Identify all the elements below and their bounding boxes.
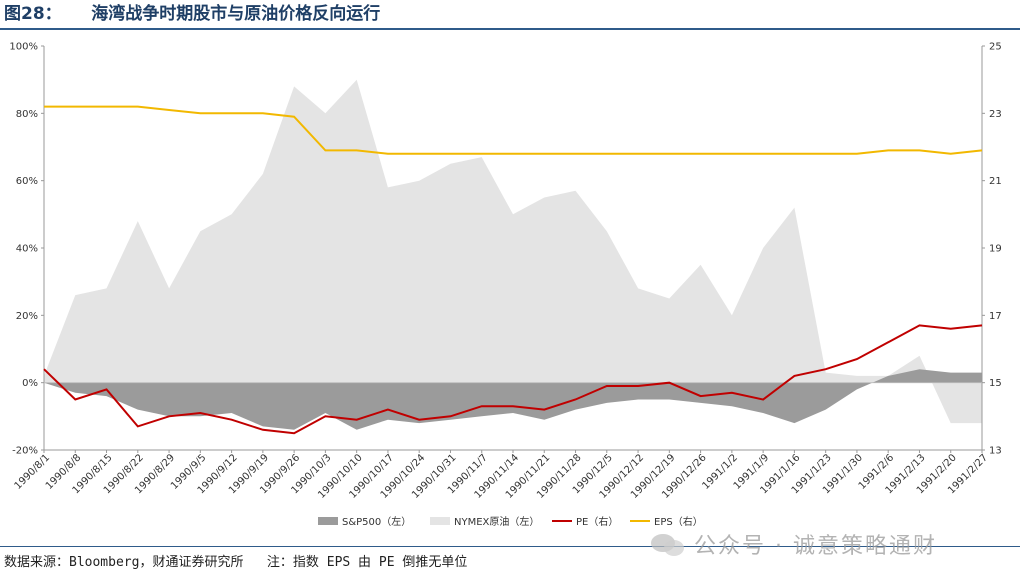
legend-group: S&P500（左） NYMEX原油（左） PE（右） EPS（右） [318,515,703,528]
sp500-area [44,369,982,430]
legend-label: EPS（右） [654,515,703,528]
oil-area-group [44,79,982,424]
left-tick-label: -20% [12,446,38,457]
axes-group [41,45,985,453]
pe-line [43,324,983,435]
left-tick-label: 80% [16,109,38,120]
oil-area [44,79,982,424]
chart: -20%0%20%40%60%80%100%131517192123251990… [9,42,1002,529]
source-rule [0,546,1020,547]
sp500-area-group [44,369,982,430]
figure-title: 图28： 海湾战争时期股市与原油价格反向运行 [4,4,381,24]
legend-label: NYMEX原油（左） [454,515,539,528]
right-tick-label: 19 [989,244,1002,255]
legend-label: PE（右） [576,515,618,528]
right-tick-label: 15 [989,378,1002,389]
legend-label: S&P500（左） [342,515,411,528]
source-note: 数据来源：Bloomberg，财通证券研究所 注：指数 EPS 由 PE 倒推无… [4,555,468,570]
right-tick-label: 17 [989,311,1002,322]
wechat-icon [651,534,684,556]
right-tick-label: 21 [989,176,1002,187]
left-tick-label: 100% [9,42,38,53]
right-tick-label: 13 [989,446,1002,457]
title-rule [0,28,1020,30]
left-tick-label: 0% [22,378,38,389]
right-tick-label: 23 [989,109,1002,120]
right-tick-label: 25 [989,42,1002,53]
left-tick-label: 20% [16,311,38,322]
legend-swatch [430,517,450,525]
left-tick-label: 40% [16,244,38,255]
eps-line [44,105,983,155]
watermark: 公众号 · 诚意策略通财 [694,534,937,559]
left-tick-label: 60% [16,176,38,187]
legend-swatch [318,517,338,525]
line-series-group [43,105,983,435]
